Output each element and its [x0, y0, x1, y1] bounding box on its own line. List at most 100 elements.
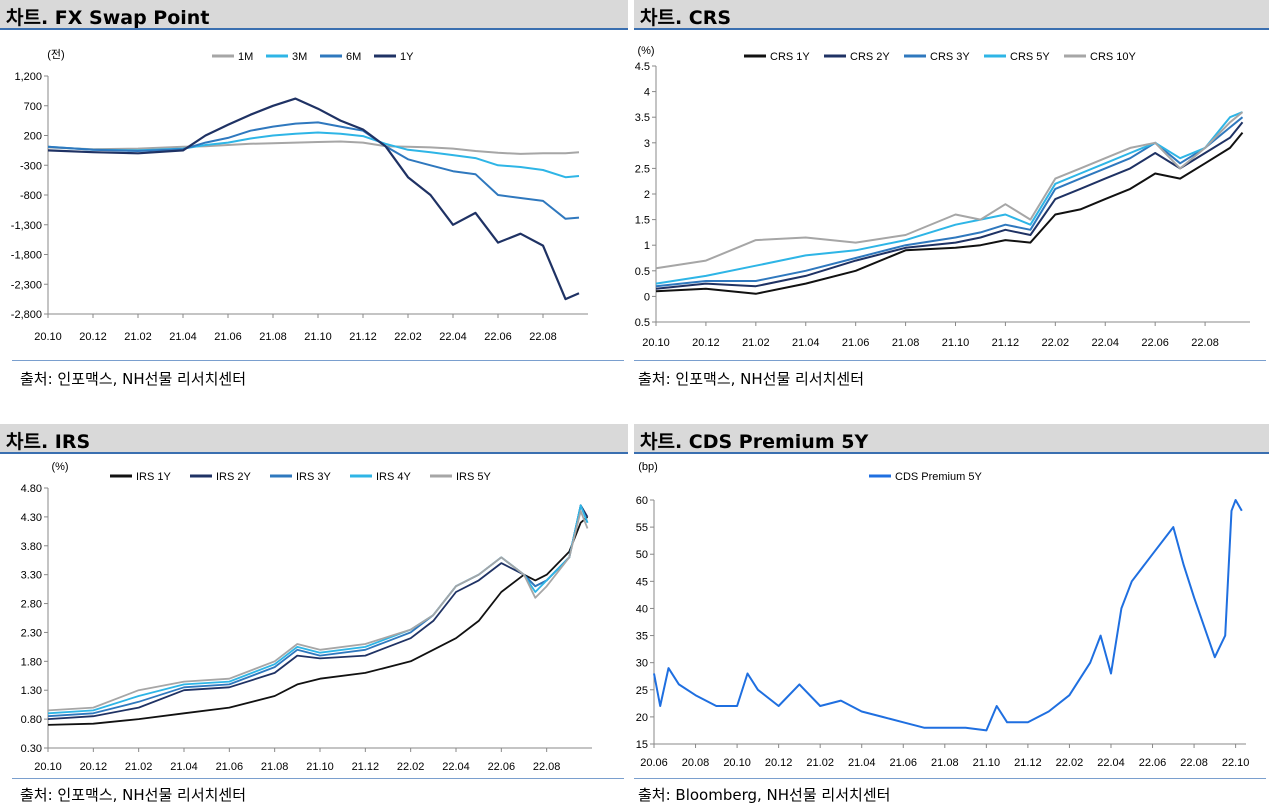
x-tick-label: 22.04: [1097, 757, 1125, 769]
x-tick-label: 22.06: [484, 331, 512, 343]
source-note: 출처: Bloomberg, NH선물 리서치센터: [638, 786, 891, 804]
x-tick-label: 21.10: [304, 331, 332, 343]
x-tick-label: 21.10: [942, 337, 970, 349]
chart-title-bar: 차트. CDS Premium 5Y: [634, 424, 1269, 454]
y-tick-label: 200: [24, 131, 42, 143]
y-tick-label: -1,800: [11, 250, 42, 262]
chart-title: 차트. CDS Premium 5Y: [640, 431, 869, 453]
y-tick-label: 0.80: [21, 714, 42, 726]
x-tick-label: 21.02: [742, 337, 770, 349]
x-tick-label: 22.02: [1056, 757, 1084, 769]
legend-label: 1Y: [400, 51, 414, 63]
x-tick-label: 20.10: [34, 761, 62, 773]
chart-title: 차트. IRS: [6, 431, 91, 453]
x-tick-label: 21.02: [124, 331, 152, 343]
x-tick-label: 21.10: [973, 757, 1001, 769]
y-tick-label: 4.80: [21, 483, 42, 495]
y-tick-label: 30: [636, 658, 648, 670]
x-tick-label: 21.08: [259, 331, 287, 343]
y-tick-label: 1.30: [21, 685, 42, 697]
series-line-crs-2y: [655, 121, 1244, 290]
x-tick-label: 20.12: [79, 331, 107, 343]
x-tick-label: 21.06: [214, 331, 242, 343]
panel-cds: 차트. CDS Premium 5Y (bp) 60 55 50 45 40 35 30 25 2…: [634, 424, 1269, 809]
x-tick-label: 21.08: [892, 337, 920, 349]
x-tick-label: 21.12: [352, 761, 380, 773]
series-line-irs-2y: [47, 504, 589, 720]
y-tick-label: 3.30: [21, 570, 42, 582]
y-tick-label: 3.5: [635, 112, 650, 124]
chart-title: 차트. FX Swap Point: [6, 7, 210, 29]
series-line-irs-5y: [47, 510, 589, 712]
y-tick-label: -2,300: [11, 279, 42, 291]
x-tick-label: 21.12: [1014, 757, 1042, 769]
x-tick-label: 22.08: [1180, 757, 1208, 769]
y-tick-label: 15: [636, 739, 648, 751]
source-divider: [12, 360, 624, 361]
chart-title-bar: 차트. CRS: [634, 0, 1269, 30]
y-tick-label: -1,300: [11, 220, 42, 232]
legend-label: CRS 2Y: [850, 51, 890, 63]
y-tick-label: 4.30: [21, 512, 42, 524]
y-tick-label: 0.5: [635, 266, 650, 278]
x-tick-label: 20.12: [80, 761, 108, 773]
x-tick-label: 21.08: [931, 757, 959, 769]
irs-chart: (%) 4.80 4.30 3.80 3.30 2.80 2.30 1.80 1.30 0.80 0…: [0, 460, 628, 780]
y-tick-label: 1.80: [21, 656, 42, 668]
x-tick-label: 21.02: [806, 757, 834, 769]
x-tick-label: 21.04: [170, 761, 198, 773]
y-unit-label: (%): [637, 45, 654, 57]
x-tick-label: 22.02: [1042, 337, 1070, 349]
crs-chart: (%) 4.5 4 3.5 3 2.5 2 1.5 1 0.5 0 -0.5 20.10 20.12 21.…: [634, 40, 1269, 360]
y-tick-label: 4: [644, 87, 650, 99]
y-tick-label: -800: [20, 190, 42, 202]
y-tick-label: 4.5: [635, 61, 650, 73]
x-tick-label: 20.10: [723, 757, 751, 769]
y-tick-label: 2: [644, 189, 650, 201]
x-tick-label: 20.10: [642, 337, 670, 349]
x-tick-label: 22.08: [1191, 337, 1219, 349]
legend-label: CRS 10Y: [1090, 51, 1137, 63]
y-tick-label: 35: [636, 631, 648, 643]
fx-swap-chart: (전) 1,200 700 200 -300 -800 -1,300 -1,800 -2,300…: [0, 40, 628, 360]
y-tick-label: 2.80: [21, 599, 42, 611]
x-tick-label: 21.10: [306, 761, 334, 773]
x-tick-label: 22.08: [533, 761, 561, 773]
x-tick-label: 22.10: [1222, 757, 1250, 769]
legend-label: CRS 1Y: [770, 51, 810, 63]
x-tick-label: 21.02: [125, 761, 153, 773]
x-tick-label: 21.12: [992, 337, 1020, 349]
irs-chart-svg: (%) 4.80 4.30 3.80 3.30 2.80 2.30 1.80 1.30 0.80 0…: [21, 461, 592, 773]
series-line-crs-10y: [655, 111, 1244, 270]
x-tick-label: 22.08: [529, 331, 557, 343]
cds-chart-svg: (bp) 60 55 50 45 40 35 30 25 20 15 20.06 20.08 20.10 2…: [636, 461, 1250, 769]
x-tick-label: 22.04: [442, 761, 470, 773]
x-tick-label: 21.04: [848, 757, 876, 769]
cds-chart: (bp) 60 55 50 45 40 35 30 25 20 15 20.06 20.08 20.10 2…: [634, 460, 1269, 780]
y-tick-label: 50: [636, 549, 648, 561]
y-tick-label: 700: [24, 101, 42, 113]
legend-label: IRS 1Y: [136, 471, 172, 483]
legend-label: IRS 3Y: [296, 471, 332, 483]
y-tick-label: 55: [636, 522, 648, 534]
x-tick-label: 21.06: [216, 761, 244, 773]
y-tick-label: 45: [636, 576, 648, 588]
series-line-irs-4y: [47, 504, 589, 715]
fx-swap-chart-svg: (전) 1,200 700 200 -300 -800 -1,300 -1,800 -2,300…: [11, 48, 588, 343]
panel-fx-swap-point: 차트. FX Swap Point (전) 1,200 700 200 -300 -800…: [0, 0, 628, 400]
source-note: 출처: 인포맥스, NH선물 리서치센터: [638, 370, 865, 388]
legend-label: IRS 5Y: [456, 471, 492, 483]
y-tick-label: 2.5: [635, 163, 650, 175]
y-tick-label: 2.30: [21, 627, 42, 639]
source-divider: [634, 778, 1266, 779]
chart-title-bar: 차트. IRS: [0, 424, 628, 454]
source-divider: [12, 778, 624, 779]
crs-chart-svg: (%) 4.5 4 3.5 3 2.5 2 1.5 1 0.5 0 -0.5 20.10 20.12 21.…: [634, 45, 1250, 349]
series-line-crs-1y: [655, 131, 1244, 295]
y-tick-label: 40: [636, 603, 648, 615]
y-tick-label: 0.30: [21, 743, 42, 755]
x-tick-label: 21.08: [261, 761, 289, 773]
x-tick-label: 22.02: [394, 331, 422, 343]
x-tick-label: 22.04: [439, 331, 467, 343]
y-tick-label: 3.80: [21, 541, 42, 553]
